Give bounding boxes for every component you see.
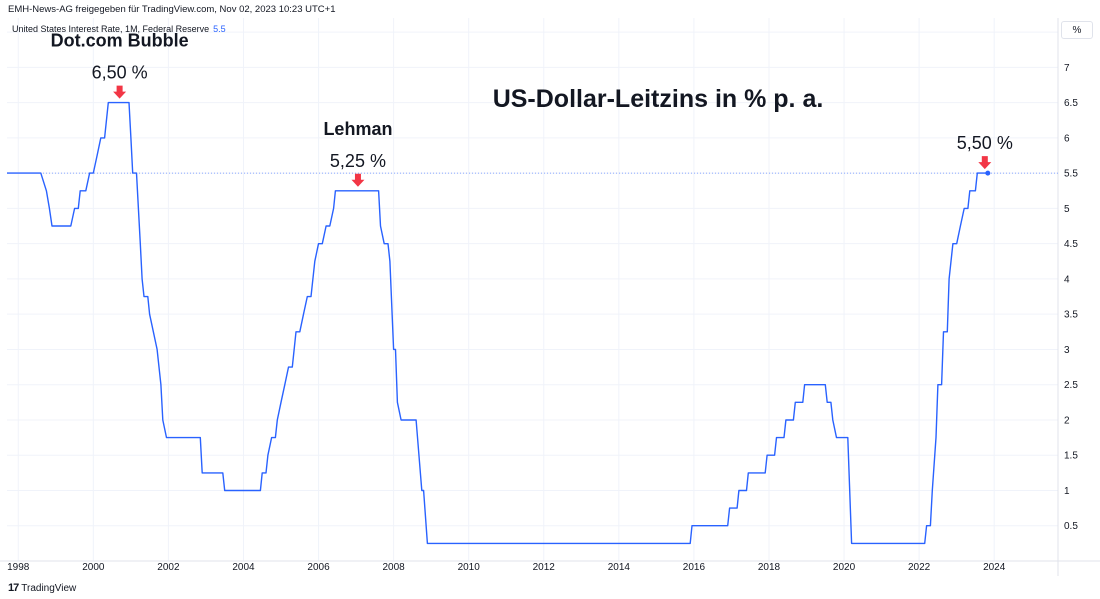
red-arrow-icon [978,156,992,170]
series-line [7,101,988,545]
red-arrow-icon [113,85,127,99]
x-tick-label: 2002 [157,562,180,573]
y-tick-label: 2 [1064,415,1070,426]
annotation-value: 6,50 % [92,63,148,83]
y-tick-label: 4 [1064,274,1070,285]
x-tick-label: 2018 [758,562,781,573]
brand-name: TradingView [21,582,77,594]
y-axis: 0.511.522.533.544.555.566.577.5 [1064,28,1078,533]
annotations: 6,50 % Dot.com Bubble 5,25 % Lehman 5,50 % [51,31,1013,187]
x-tick-label: 2024 [983,562,1006,573]
y-tick-label: 0.5 [1064,521,1078,532]
y-tick-label: 3.5 [1064,310,1078,321]
annotation-value: 5,50 % [957,133,1013,153]
x-tick-label: 2022 [908,562,931,573]
x-tick-label: 2010 [458,562,481,573]
y-tick-label: 1.5 [1064,451,1078,462]
x-tick-label: 2012 [533,562,556,573]
x-tick-label: 2008 [382,562,405,573]
last-point-marker [985,170,991,176]
y-tick-label: 1 [1064,486,1070,497]
x-tick-label: 2016 [683,562,706,573]
x-tick-label: 2006 [307,562,330,573]
grid-lines [0,18,1100,576]
x-tick-label: 2014 [608,562,631,573]
series-layer [7,101,1058,545]
tradingview-logo-icon: 17 [8,582,19,594]
y-tick-label: 7 [1064,63,1070,74]
x-tick-label: 2004 [232,562,255,573]
y-tick-label: 6.5 [1064,98,1078,109]
percent-scale-button[interactable]: % [1061,21,1093,39]
chart-title: US-Dollar-Leitzins in % p. a. [493,85,824,113]
x-tick-label: 2020 [833,562,856,573]
footer-branding: 17 TradingView [8,582,76,594]
y-tick-label: 5 [1064,204,1070,215]
x-axis: 1998 2000 2002 2004 2006 2008 2010 2012 2014 2016… [7,562,1006,573]
annotation-label: Dot.com Bubble [51,31,189,51]
legend-title: United States Interest Rate, 1M, Federal… [12,24,210,34]
interest-rate-chart[interactable]: 0.511.522.533.544.555.566.577.5 19982000… [0,18,1100,578]
y-tick-label: 2.5 [1064,380,1078,391]
red-arrow-icon [351,173,365,187]
chart-area[interactable]: 0.511.522.533.544.555.566.577.5 19982000… [0,18,1100,578]
chart-legend: United States Interest Rate, 1M, Federal… [12,24,226,34]
annotation-label: Lehman [323,119,392,139]
annotation-value: 5,25 % [330,151,386,171]
y-tick-label: 5.5 [1064,169,1078,180]
y-tick-label: 4.5 [1064,239,1078,250]
x-tick-label: 1998 [7,562,30,573]
x-tick-label: 2000 [82,562,105,573]
legend-value: 5.5 [213,24,226,34]
y-tick-label: 6 [1064,133,1070,144]
y-tick-label: 3 [1064,345,1070,356]
header-attribution: EMH-News-AG freigegeben für TradingView.… [8,4,336,15]
